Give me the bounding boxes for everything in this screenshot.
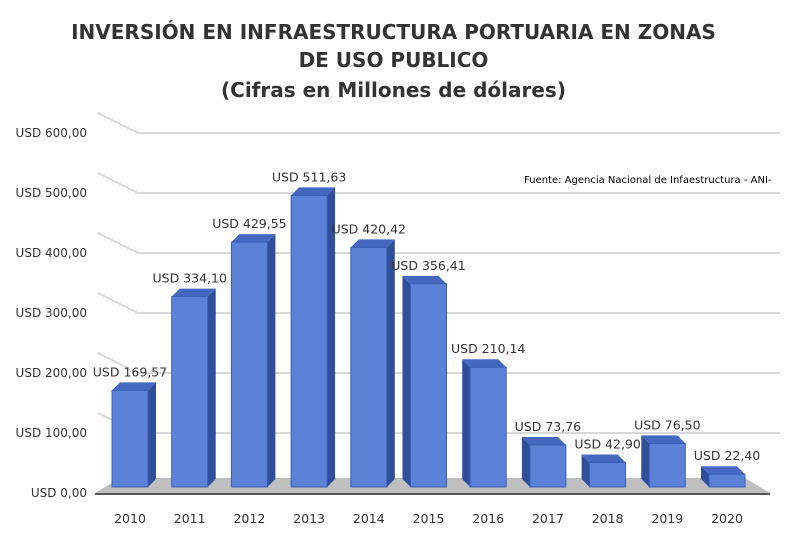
- y-tick-label: USD 400,00: [16, 246, 87, 260]
- x-tick-label: 2013: [293, 511, 325, 526]
- source-note: Fuente: Agencia Nacional de Infaestructu…: [524, 175, 772, 186]
- x-tick-label: 2011: [174, 511, 206, 526]
- bar-side: [148, 382, 156, 487]
- bar-top: [701, 466, 745, 475]
- bar-top: [402, 275, 447, 284]
- bar-top: [641, 435, 686, 444]
- gridline: [97, 292, 780, 314]
- bar-side: [521, 436, 530, 487]
- bar-side: [402, 275, 411, 487]
- data-label: USD 76,50: [634, 417, 701, 432]
- bar: [589, 462, 627, 488]
- bar-side: [462, 359, 471, 487]
- data-label: USD 356,41: [391, 258, 465, 273]
- bar: [469, 366, 507, 488]
- x-tick-label: 2015: [413, 511, 445, 526]
- data-label: USD 22,40: [694, 448, 761, 463]
- bar: [350, 246, 388, 488]
- bar: [230, 241, 268, 488]
- bar-top: [171, 288, 216, 297]
- gridline: [97, 352, 780, 374]
- y-tick-label: USD 500,00: [16, 186, 87, 200]
- y-tick-label: USD 100,00: [16, 426, 87, 440]
- bar: [410, 283, 447, 488]
- x-tick-label: 2018: [592, 511, 624, 526]
- bar-top: [521, 436, 566, 445]
- bar-side: [327, 187, 336, 487]
- bar-top: [581, 454, 626, 463]
- bar-side: [267, 234, 276, 487]
- chart-subtitle: (Cifras en Millones de dólares): [221, 78, 566, 102]
- x-tick-label: 2012: [233, 511, 265, 526]
- bar-side: [207, 288, 216, 487]
- data-label: USD 429,55: [212, 216, 286, 231]
- gridline: [97, 112, 780, 134]
- gridline: [97, 172, 780, 194]
- bar-top: [112, 382, 156, 391]
- data-label: USD 210,14: [451, 341, 525, 356]
- data-label: USD 334,10: [152, 271, 226, 286]
- y-tick-label: USD 0,00: [31, 486, 87, 500]
- bar-top: [231, 234, 276, 243]
- data-label: USD 169,57: [93, 364, 167, 379]
- x-tick-label: 2014: [353, 511, 385, 526]
- bar: [648, 442, 686, 488]
- bar: [708, 473, 746, 488]
- y-tick-label: USD 300,00: [16, 306, 87, 320]
- bar: [290, 194, 328, 488]
- bar: [171, 296, 209, 488]
- bar-top: [350, 239, 395, 248]
- bar-top: [291, 187, 336, 196]
- gridline: [97, 232, 780, 254]
- x-tick-label: 2017: [532, 511, 564, 526]
- bar-side: [386, 239, 395, 487]
- x-tick-label: 2019: [651, 511, 683, 526]
- chart-title-line-2: DE USO PUBLICO: [298, 48, 489, 72]
- y-tick-label: USD 200,00: [16, 366, 87, 380]
- data-label: USD 73,76: [515, 419, 582, 434]
- data-label: USD 42,90: [574, 437, 641, 452]
- x-tick-label: 2010: [114, 511, 146, 526]
- bar-side: [581, 454, 590, 487]
- chart-title-line-1: INVERSIÓN EN INFRAESTRUCTURA PORTUARIA E…: [71, 20, 716, 44]
- bar-side: [701, 466, 709, 487]
- x-tick-label: 2020: [711, 511, 743, 526]
- data-label: USD 511,63: [272, 169, 346, 184]
- data-label: USD 420,42: [332, 221, 406, 236]
- bar: [529, 444, 567, 488]
- x-tick-label: 2016: [472, 511, 504, 526]
- bar-top: [462, 359, 507, 368]
- bar-side: [641, 435, 650, 487]
- y-tick-label: USD 600,00: [16, 126, 87, 140]
- bar: [111, 389, 149, 488]
